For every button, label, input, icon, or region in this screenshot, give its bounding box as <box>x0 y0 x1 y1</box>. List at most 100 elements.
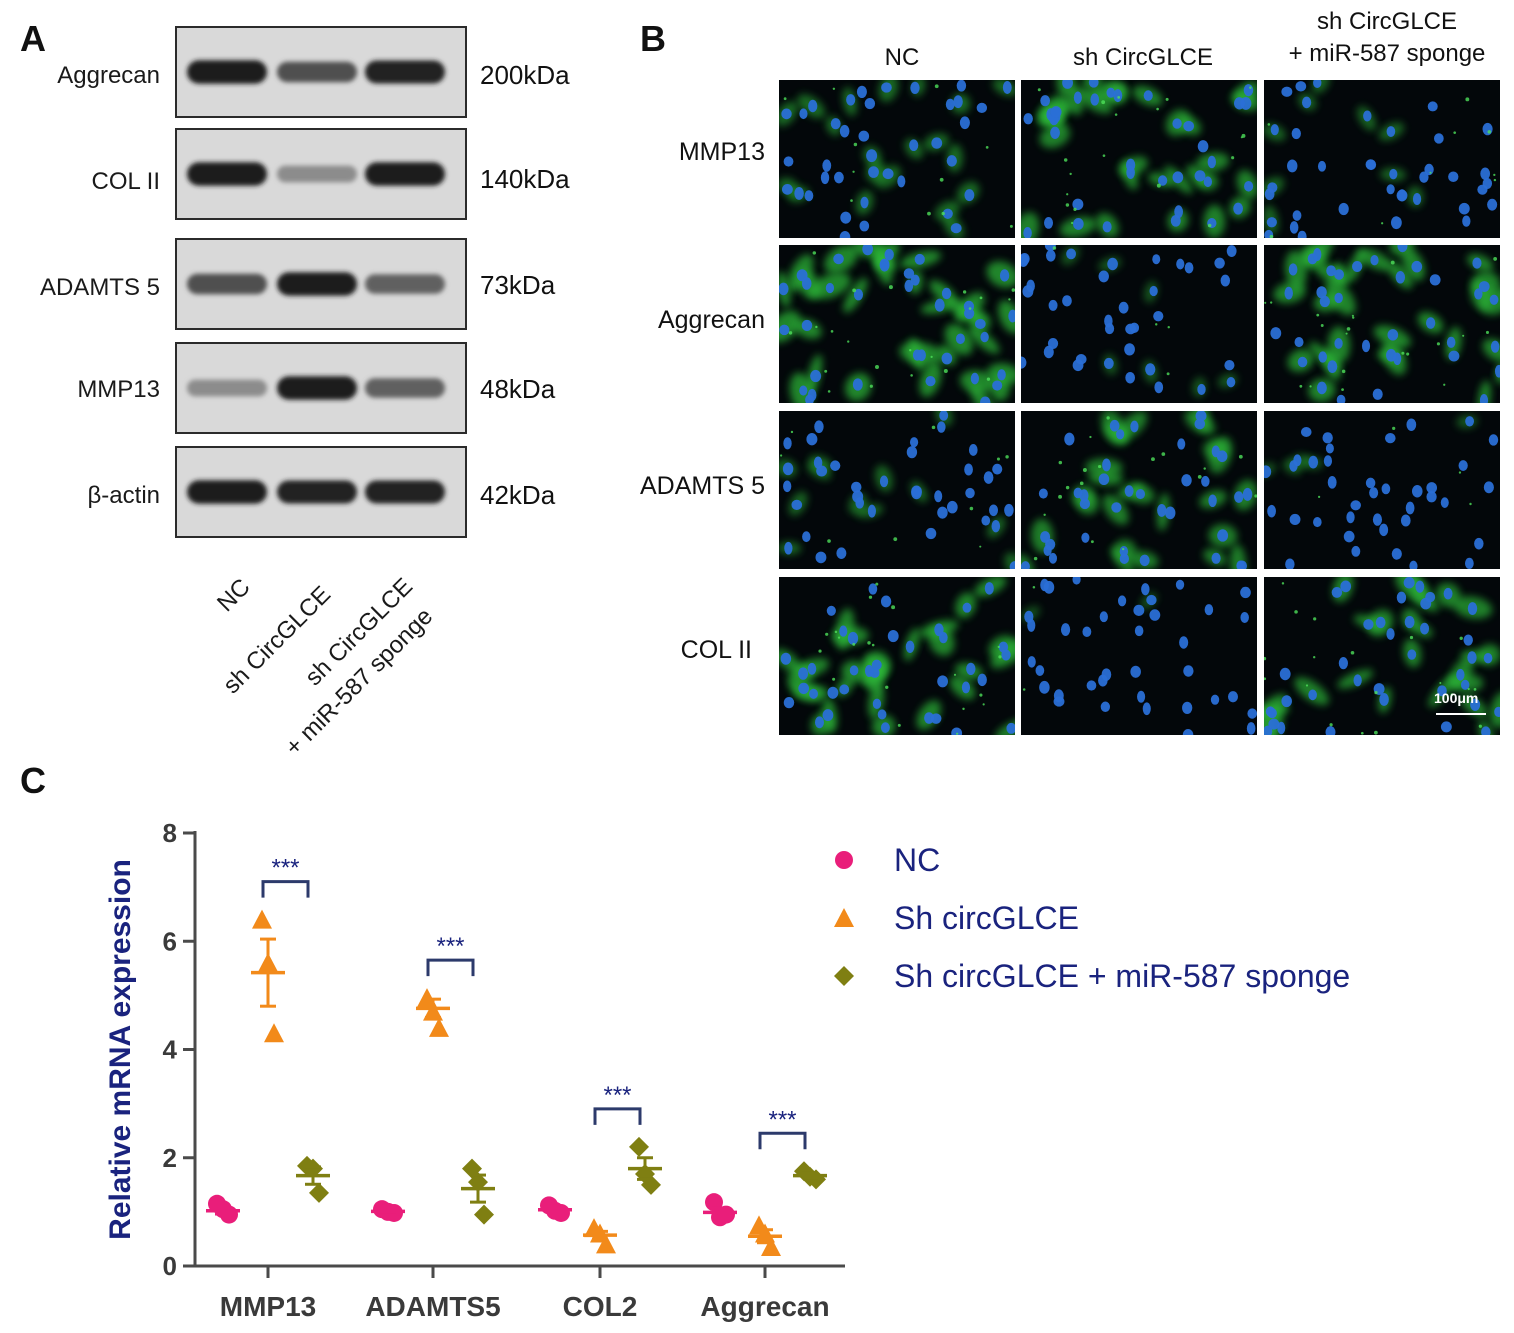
significance-bracket <box>593 1107 642 1125</box>
nucleus <box>794 186 804 200</box>
nucleus <box>1440 497 1449 508</box>
nucleus <box>1154 381 1164 394</box>
green-speck <box>1341 369 1346 374</box>
nucleus <box>847 631 859 645</box>
green-speck <box>875 365 879 370</box>
nucleus <box>951 727 963 735</box>
nucleus <box>1145 363 1156 376</box>
nucleus <box>1072 359 1084 372</box>
nucleus <box>976 102 988 114</box>
nucleus <box>939 411 949 421</box>
nucleus <box>956 80 967 92</box>
green-speck <box>1493 178 1497 182</box>
nucleus <box>1181 474 1192 487</box>
nucleus <box>1429 274 1441 286</box>
nucleus <box>1467 602 1478 615</box>
nucleus <box>925 527 937 540</box>
nucleus <box>1236 560 1248 569</box>
nucleus <box>1050 107 1061 119</box>
nucleus <box>1336 394 1346 403</box>
nucleus <box>964 189 975 202</box>
nucleus <box>910 274 920 286</box>
x-category-label: COL2 <box>563 1291 638 1322</box>
nucleus <box>1172 118 1182 129</box>
green-speck <box>1453 131 1457 134</box>
nucleus <box>1040 531 1051 543</box>
nucleus <box>1285 558 1295 569</box>
nucleus <box>1415 580 1425 593</box>
nucleus <box>1297 356 1308 368</box>
nucleus <box>1142 702 1151 716</box>
nucleus <box>1322 432 1333 444</box>
green-speck <box>1351 314 1354 317</box>
green-speck <box>1469 502 1472 506</box>
panel-c-letter: C <box>20 760 46 801</box>
nucleus <box>1483 481 1494 494</box>
nucleus <box>1107 257 1118 271</box>
green-speck <box>1478 724 1482 728</box>
nucleus <box>1406 418 1417 432</box>
nucleus <box>830 460 841 471</box>
nucleus <box>934 623 944 637</box>
nucleus <box>1098 270 1109 283</box>
nucleus <box>1024 610 1034 623</box>
nucleus <box>1129 322 1140 333</box>
nucleus <box>815 551 827 564</box>
legend-label-sponge: Sh circGLCE + miR-587 sponge <box>894 958 1351 994</box>
green-speck <box>1487 130 1492 134</box>
nucleus <box>942 208 953 219</box>
green-speck <box>832 87 836 90</box>
nucleus <box>1494 706 1500 718</box>
nucleus <box>1099 611 1108 623</box>
nucleus <box>1152 254 1161 265</box>
nucleus <box>1338 657 1348 670</box>
nucleus <box>1474 537 1484 550</box>
nucleus <box>1419 171 1429 183</box>
nucleus <box>1437 685 1447 697</box>
nucleus <box>1384 432 1396 444</box>
blot-band <box>365 480 445 504</box>
nucleus <box>961 681 971 694</box>
nucleus <box>1002 80 1012 94</box>
nucleus <box>1072 198 1084 211</box>
fluorescence-tile <box>779 577 1015 735</box>
green-speck <box>1329 723 1333 727</box>
nucleus <box>1100 701 1111 713</box>
nucleus <box>1226 376 1236 388</box>
nucleus <box>1214 257 1225 269</box>
x-category-label: MMP13 <box>220 1291 316 1322</box>
nucleus <box>989 504 998 517</box>
nucleus <box>1331 587 1343 598</box>
green-speck <box>982 703 985 706</box>
green-speck <box>1082 468 1087 473</box>
green-speck <box>1401 351 1405 355</box>
nucleus <box>1072 577 1081 585</box>
nucleus <box>1064 432 1075 446</box>
nucleus <box>1481 726 1491 735</box>
nucleus <box>1490 340 1500 353</box>
nucleus <box>1201 475 1210 487</box>
nucleus <box>864 97 876 110</box>
green-speck <box>1473 688 1477 691</box>
green-speck <box>868 595 873 599</box>
nucleus <box>1350 500 1361 511</box>
nucleus <box>868 583 878 595</box>
green-speck <box>1058 460 1063 465</box>
nucleus <box>804 190 814 202</box>
green-speck <box>910 374 913 377</box>
nucleus <box>1117 595 1127 607</box>
nucleus <box>852 490 864 503</box>
nucleus <box>1174 205 1184 219</box>
nucleus <box>853 288 864 301</box>
nucleus <box>1211 552 1221 564</box>
green-speck <box>1005 455 1009 459</box>
green-speck <box>1156 183 1161 188</box>
green-speck <box>1231 156 1235 160</box>
legend-label-nc: NC <box>894 842 941 878</box>
nucleus <box>1182 728 1194 735</box>
blot-strip-mmp13 <box>175 342 467 434</box>
nucleus <box>1318 351 1327 363</box>
blot-strip-adamts5 <box>175 238 467 330</box>
green-speck <box>867 641 871 645</box>
nucleus <box>1098 674 1108 687</box>
